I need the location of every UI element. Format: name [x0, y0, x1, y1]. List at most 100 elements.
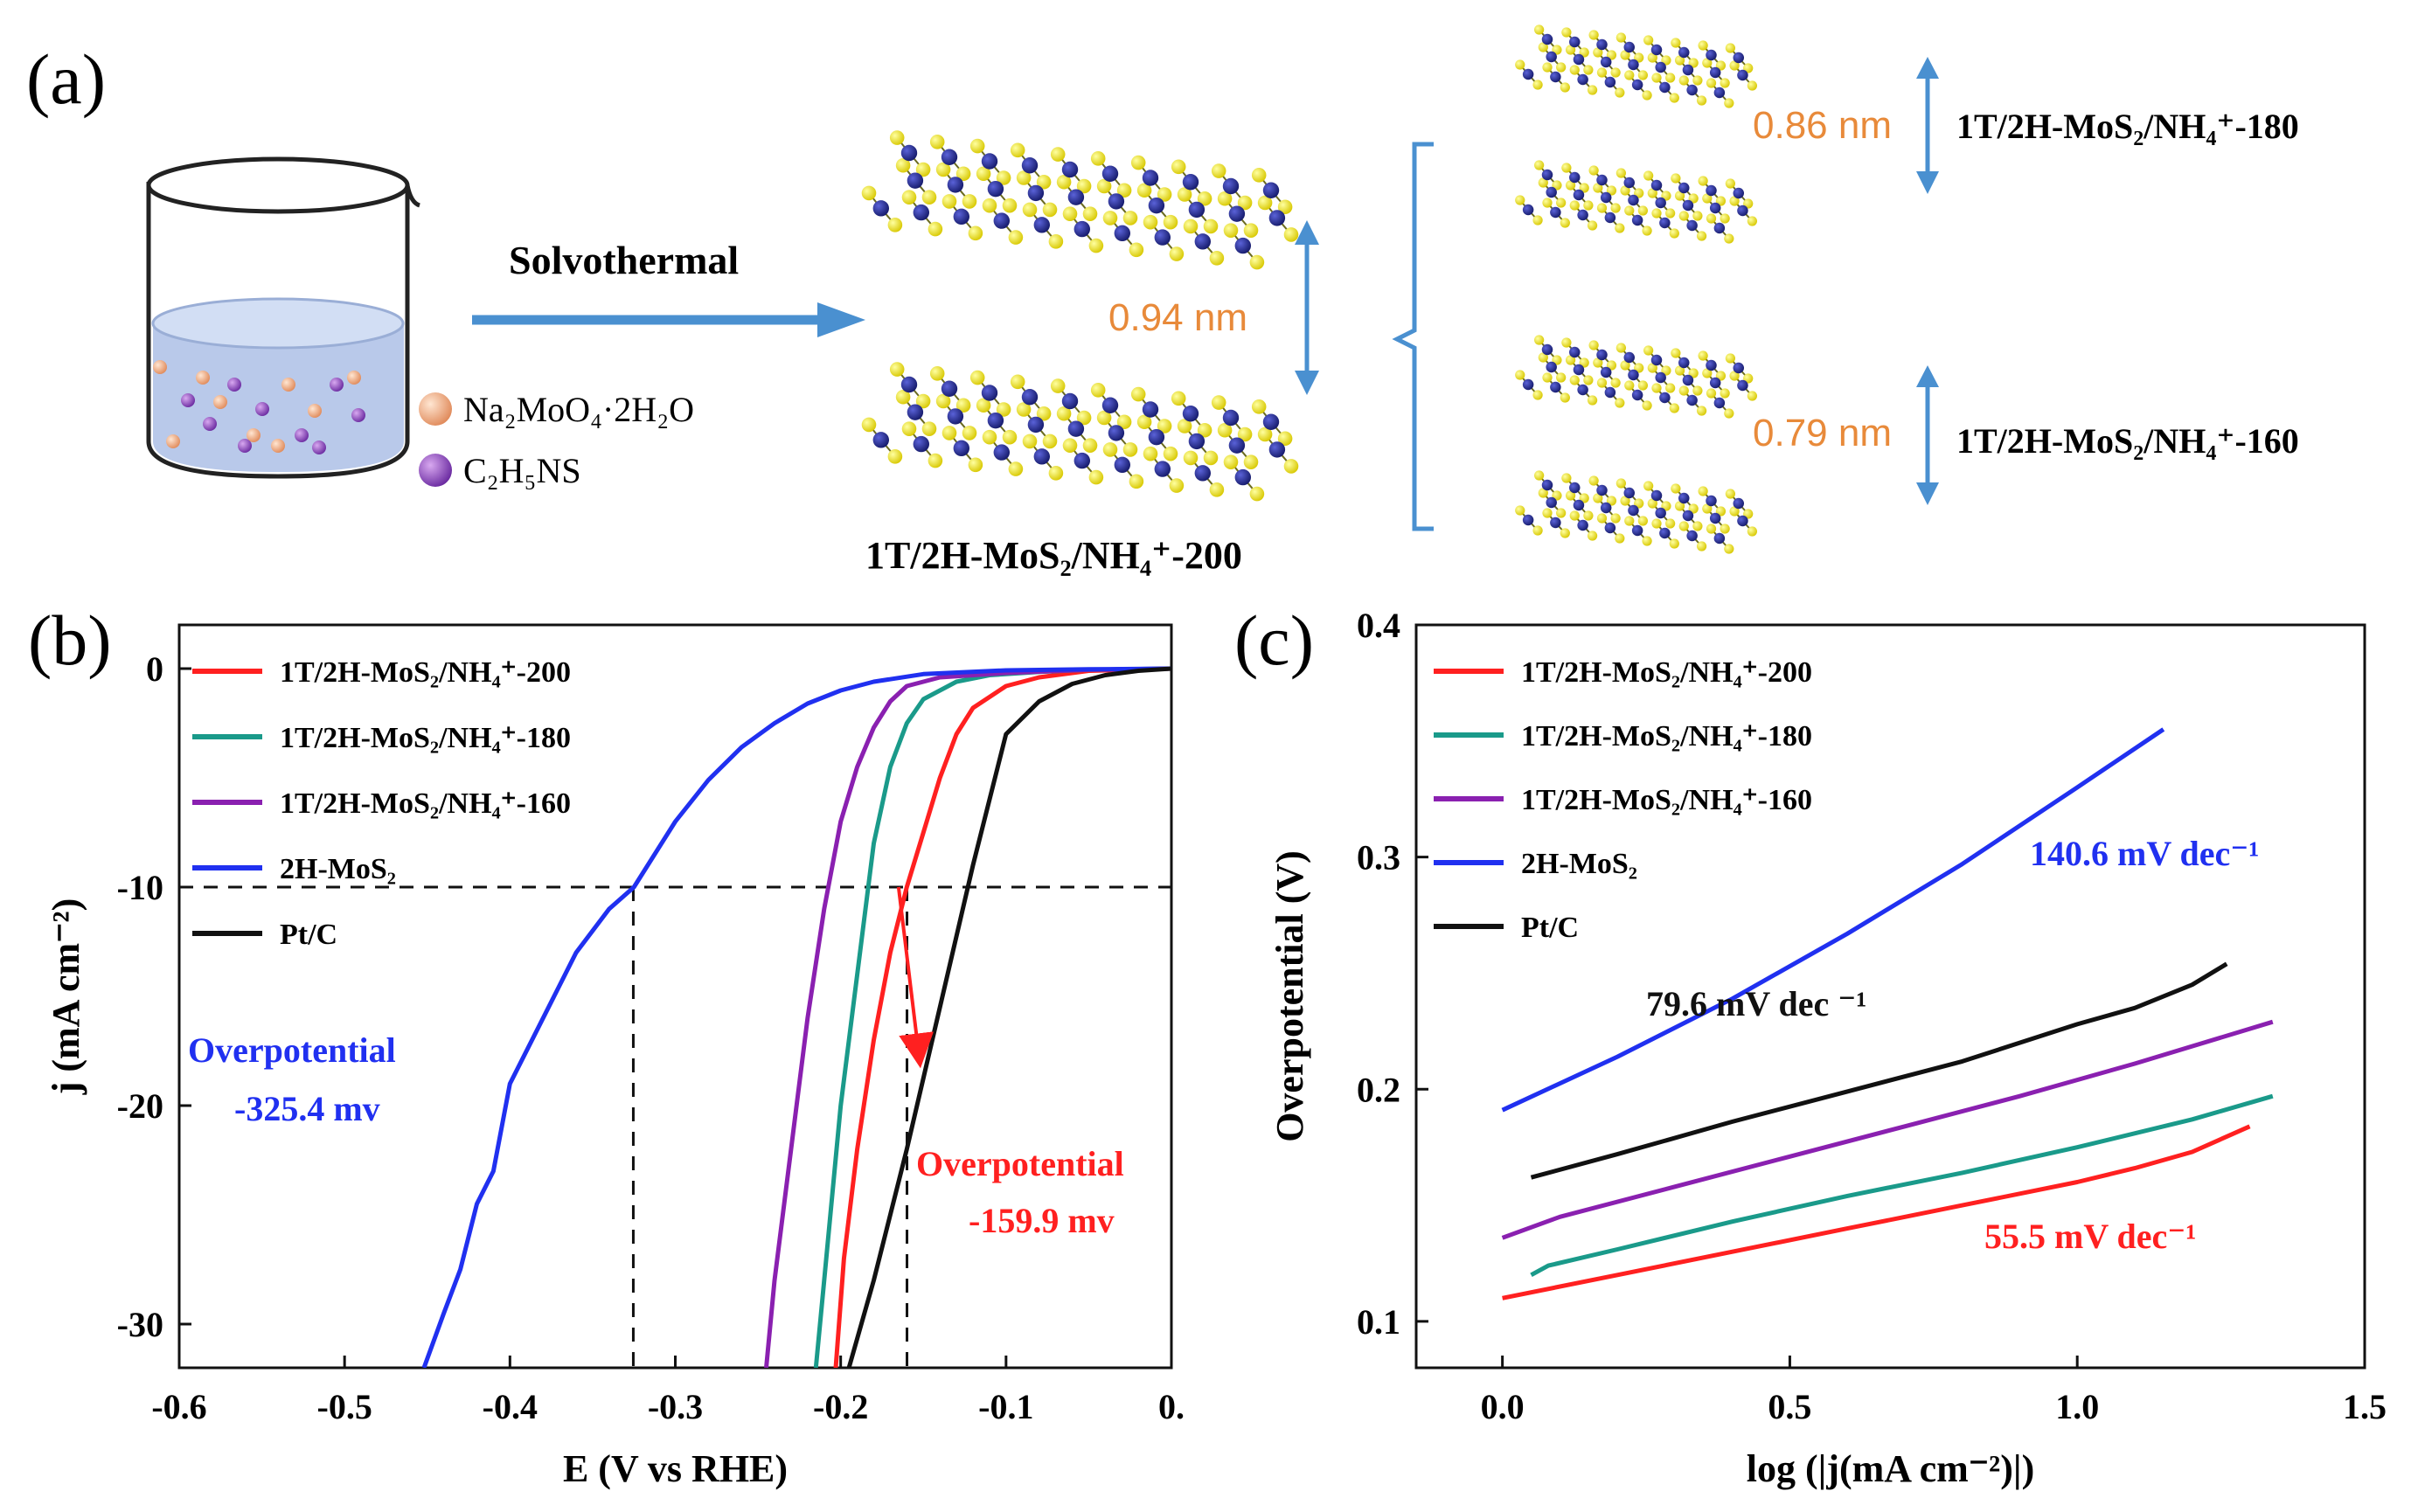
s-atom [1720, 213, 1730, 224]
mo-atom [900, 376, 918, 393]
s-atom [1587, 85, 1598, 95]
mo-atom [1686, 394, 1698, 406]
s-atom [1569, 510, 1580, 521]
x-tick-label: 0.5 [1768, 1387, 1811, 1426]
mo-atom [1234, 237, 1252, 254]
mo-atom [993, 212, 1011, 229]
s-atom [1561, 473, 1572, 483]
s-atom [1669, 403, 1679, 413]
s-atom [1588, 340, 1599, 350]
mo-atom [1148, 428, 1165, 446]
s-atom [889, 362, 905, 377]
mo-atom [1182, 406, 1199, 422]
s-atom [1671, 483, 1681, 494]
mo-atom [1142, 401, 1159, 418]
s-atom [1643, 170, 1654, 181]
s-atom [1183, 218, 1199, 234]
series-group [421, 666, 1171, 1368]
s-atom [1062, 438, 1078, 453]
mo-atom [1550, 206, 1561, 218]
s-atom [1129, 242, 1144, 258]
x-tick-label: -0.5 [317, 1387, 372, 1426]
s-atom [1143, 214, 1158, 230]
series-line-2 [813, 666, 1171, 1368]
s-atom [968, 225, 983, 241]
s-atom [1642, 536, 1652, 546]
mo-atom [1061, 161, 1079, 178]
legend-label-1: 1T/2H-MoS₂/NH₄⁺-200 [280, 656, 571, 689]
s-atom [1725, 43, 1735, 53]
legend-label-3: 1T/2H-MoS₂/NH₄⁺-160 [280, 787, 571, 820]
s-atom [955, 398, 971, 413]
mo-atom [1114, 225, 1131, 242]
mo-atom [1596, 174, 1608, 186]
mo-atom [1655, 197, 1666, 209]
s-atom [1532, 390, 1543, 400]
s-atom [1747, 216, 1757, 226]
s-atom [1678, 75, 1689, 86]
s-atom [921, 421, 937, 436]
spacing-160-label: 0.79 nm [1753, 412, 1892, 454]
s-atom [1671, 348, 1681, 358]
s-atom [1587, 531, 1598, 541]
s-atom [929, 366, 945, 381]
mo-atom [1604, 212, 1616, 224]
s-atom [1008, 461, 1024, 476]
mo-atom [1074, 452, 1091, 469]
s-atom [996, 402, 1011, 417]
mo-atom [1569, 346, 1581, 358]
mo-atom [1596, 484, 1608, 496]
s-atom [1163, 446, 1178, 461]
s-atom [1022, 202, 1038, 218]
legend-label-3: 1T/2H-MoS₂/NH₄⁺-160 [1521, 784, 1812, 816]
s-atom [1542, 62, 1553, 73]
mo-atom [1733, 187, 1744, 199]
s-atom [1696, 406, 1707, 416]
c-annot-slope-red: 55.5 mV dec⁻¹ [1984, 1217, 2196, 1256]
s-atom [1565, 180, 1576, 191]
s-atom [1534, 470, 1545, 481]
mo-atom [1623, 351, 1635, 364]
mo-atom [1659, 527, 1671, 539]
s-atom [1515, 195, 1525, 205]
s-atom [1615, 87, 1625, 98]
y-axis-label: j (mA cm⁻²) [45, 898, 87, 1096]
b-annot-overpotential-red: Overpotential [916, 1144, 1124, 1183]
y-tick-label: -20 [117, 1086, 163, 1126]
mo-atom [1142, 170, 1159, 186]
mo-atom [1682, 510, 1694, 522]
s-atom [1171, 159, 1186, 175]
s-atom [1588, 30, 1599, 40]
s-atom [1538, 352, 1548, 363]
s-atom [1561, 163, 1572, 173]
mo-atom [1546, 51, 1557, 63]
s-atom [1669, 228, 1679, 239]
s-atom [1615, 398, 1625, 408]
s-atom [1615, 168, 1626, 178]
s-atom [1624, 205, 1635, 216]
mo-atom [1262, 182, 1280, 198]
b-annot-value-blue: -325.4 mv [234, 1089, 380, 1128]
mo-atom [1569, 171, 1581, 184]
mo-atom [872, 200, 889, 217]
mo-atom [1713, 222, 1726, 234]
s-atom [1702, 503, 1713, 514]
spacing-180-label: 0.86 nm [1753, 104, 1892, 147]
s-atom [1082, 438, 1098, 453]
legend-label-2: 1T/2H-MoS₂/NH₄⁺-180 [280, 722, 571, 754]
mo-atom [1067, 420, 1085, 437]
s-atom [1056, 174, 1072, 190]
s-atom [1729, 196, 1740, 206]
s-atom [1569, 65, 1580, 75]
s-atom [1050, 378, 1066, 393]
s-atom [1177, 419, 1192, 433]
mo-atom [1522, 68, 1534, 80]
product-160-label: 1T/2H-MoS₂/NH₄⁺-160 [1956, 421, 2299, 461]
mo-atom [1709, 377, 1721, 389]
mo-atom [872, 432, 889, 448]
mo-atom [1268, 441, 1286, 458]
mo-atom [1194, 465, 1212, 482]
mos2-layer-bottom-160 [1515, 470, 1757, 554]
s-atom [1022, 433, 1038, 449]
mo-atom [1577, 73, 1588, 86]
